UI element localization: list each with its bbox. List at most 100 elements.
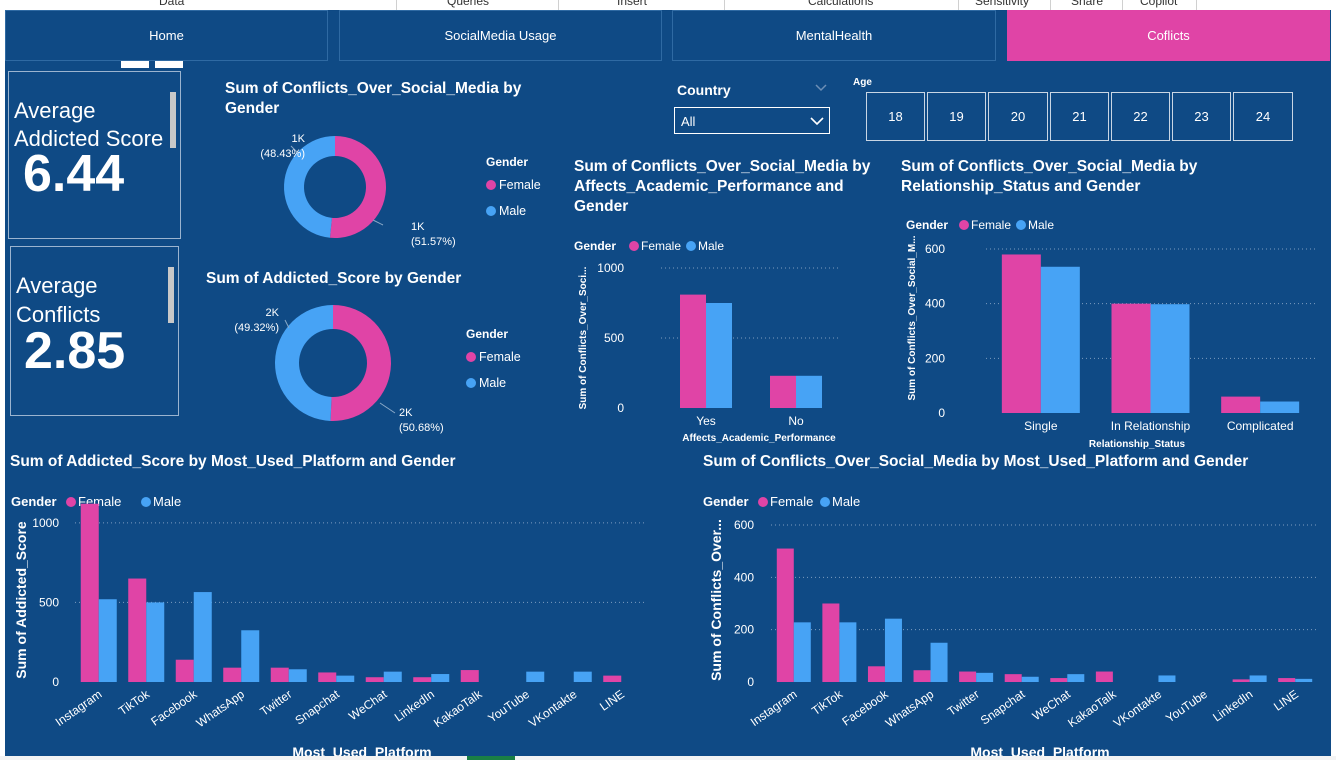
y-axis-title: Sum of Conflicts_Over... xyxy=(708,519,724,681)
more-options-icon[interactable] xyxy=(155,61,183,68)
x-tick-label: WhatsApp xyxy=(194,687,248,730)
kpi-label-line1: Average xyxy=(14,98,96,123)
bar-female xyxy=(80,503,99,682)
tab-conflicts[interactable]: Coflicts xyxy=(1007,10,1330,61)
y-tick-label: 600 xyxy=(734,518,754,532)
data-label: (51.57%) xyxy=(411,236,456,248)
bar-female xyxy=(1050,678,1068,682)
bar-female xyxy=(318,672,337,682)
focus-mode-icon[interactable] xyxy=(121,61,149,68)
bar-female xyxy=(1111,303,1151,413)
legend-title: Gender xyxy=(703,494,749,509)
card-scrollbar[interactable] xyxy=(168,267,174,323)
x-tick-label: In Relationship xyxy=(1111,419,1191,433)
leader-line xyxy=(284,319,290,329)
legend-dot xyxy=(66,497,76,507)
ribbon-item-insert[interactable]: Insert xyxy=(617,0,648,8)
age-option-24[interactable]: 24 xyxy=(1233,92,1293,141)
x-tick-label: WhatsApp xyxy=(883,687,937,730)
y-tick-label: 600 xyxy=(925,242,945,256)
y-tick-label: 400 xyxy=(925,297,945,311)
x-tick-label: VKontakte xyxy=(526,687,580,730)
donut-chart-conflicts: 1K (51.57%) 1K (48.43%) Gender Female Male xyxy=(260,133,540,248)
bar-male xyxy=(146,602,165,682)
bar-male xyxy=(336,675,355,682)
bar-female xyxy=(460,670,479,682)
legend-label: Male xyxy=(1028,218,1054,232)
y-tick-label: 500 xyxy=(39,595,59,609)
kpi-card-avg-addicted: Average Addicted Score 6.44 xyxy=(8,71,181,239)
age-option-20[interactable]: 20 xyxy=(988,92,1048,141)
bar-male xyxy=(1040,266,1080,413)
age-option-23[interactable]: 23 xyxy=(1172,92,1231,141)
country-dropdown[interactable]: All xyxy=(674,107,830,134)
bar-female xyxy=(680,294,706,408)
ribbon-item-share[interactable]: Share xyxy=(1071,0,1104,8)
ribbon-item-queries[interactable]: Queries xyxy=(447,0,490,8)
kpi-value-addicted: 6.44 xyxy=(23,145,125,203)
chart-title-academic: Sum of Conflicts_Over_Social_Media by Af… xyxy=(574,158,871,215)
data-label: (50.68%) xyxy=(399,422,444,434)
chart-title-relationship: Sum of Conflicts_Over_Social_Media by Re… xyxy=(901,158,1198,195)
y-tick-label: 0 xyxy=(747,675,754,689)
bar-female xyxy=(822,603,840,682)
age-option-19[interactable]: 19 xyxy=(927,92,986,141)
bar-female xyxy=(1232,679,1250,682)
legend-dot xyxy=(959,220,969,230)
chevron-down-icon[interactable] xyxy=(815,84,827,92)
legend-label: Female xyxy=(770,494,813,509)
y-tick-label: 1000 xyxy=(32,516,59,530)
bar-male xyxy=(930,642,948,682)
bar-female xyxy=(128,578,147,682)
ribbon-item-calculations[interactable]: Calculations xyxy=(808,0,874,8)
legend-dot xyxy=(466,378,476,388)
x-tick-label: YouTube xyxy=(1163,687,1210,726)
tab-mental-health[interactable]: MentalHealth xyxy=(672,10,996,61)
legend-dot xyxy=(466,352,476,362)
x-tick-label: KakaoTalk xyxy=(1065,686,1119,730)
bar-male xyxy=(706,303,732,408)
tab-home[interactable]: Home xyxy=(5,10,328,61)
data-label: 2K xyxy=(266,307,280,319)
y-tick-label: 1000 xyxy=(597,261,624,275)
bar-male xyxy=(288,669,307,682)
bar-female xyxy=(776,548,794,682)
legend-label: Male xyxy=(698,239,724,253)
bar-female xyxy=(175,659,194,682)
ribbon-item-copilot[interactable]: Copilot xyxy=(1140,0,1178,8)
ribbon-item-data[interactable]: Data xyxy=(159,0,185,8)
donut-slice-male xyxy=(283,136,335,238)
y-tick-label: 0 xyxy=(52,675,59,689)
x-tick-label: Snapchat xyxy=(292,687,342,728)
bottom-status-strip xyxy=(0,756,1336,760)
tab-social-media-usage[interactable]: SocialMedia Usage xyxy=(339,10,662,61)
card-scrollbar[interactable] xyxy=(170,92,176,148)
legend-label: Female xyxy=(641,239,681,253)
age-option-18[interactable]: 18 xyxy=(866,92,925,141)
kpi-label-line2: Conflicts xyxy=(16,302,101,327)
ribbon-item-sensitivity[interactable]: Sensitivity xyxy=(975,0,1030,8)
x-tick-label: Complicated xyxy=(1227,419,1294,433)
x-tick-label: LINE xyxy=(1271,687,1301,714)
y-tick-label: 200 xyxy=(734,623,754,637)
bar-female xyxy=(603,675,622,682)
x-tick-label: Single xyxy=(1024,419,1058,433)
country-dropdown-value: All xyxy=(681,114,696,129)
x-tick-label: Instagram xyxy=(748,687,800,729)
legend-label: Male xyxy=(479,376,506,390)
x-tick-label: VKontakte xyxy=(1111,687,1165,730)
age-option-21[interactable]: 21 xyxy=(1050,92,1109,141)
bar-female xyxy=(1004,674,1022,682)
x-axis-title: Affects_Academic_Performance xyxy=(682,433,836,444)
bar-female xyxy=(270,667,289,682)
kpi-label-line1: Average xyxy=(16,273,98,298)
bar-female xyxy=(1221,396,1261,413)
x-tick-label: LINE xyxy=(597,687,627,714)
legend-dot xyxy=(1016,220,1026,230)
legend-dot xyxy=(629,241,639,251)
x-tick-label: Yes xyxy=(696,414,716,428)
bar-male xyxy=(839,622,857,682)
bar-male xyxy=(1260,401,1300,413)
age-option-22[interactable]: 22 xyxy=(1111,92,1170,141)
legend-label: Male xyxy=(499,204,526,218)
